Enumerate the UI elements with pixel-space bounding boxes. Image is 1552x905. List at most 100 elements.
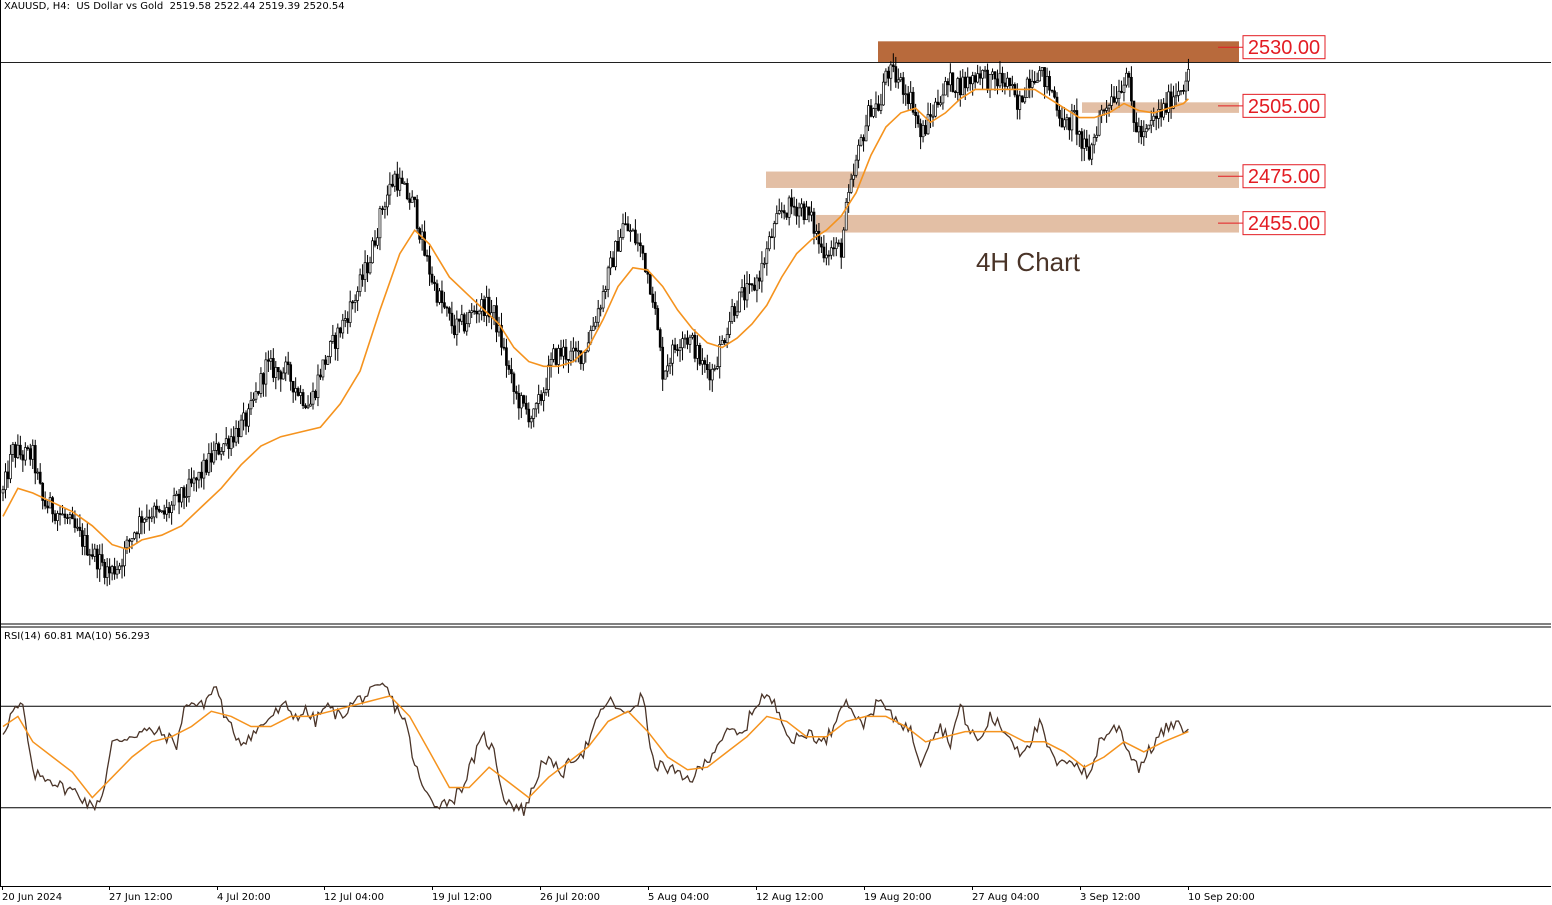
candle-298 [740, 279, 744, 298]
candle-378 [939, 96, 942, 107]
level-label-0: 2530.00 [1248, 37, 1320, 59]
candle-293 [728, 311, 731, 339]
candle-187 [465, 312, 469, 336]
candle-223 [554, 347, 558, 367]
candle-375 [931, 104, 935, 127]
candle-428 [1063, 107, 1066, 131]
candle-395 [981, 69, 984, 90]
candle-121 [301, 388, 305, 410]
candle-352 [874, 91, 878, 119]
price-series [1, 53, 1190, 587]
level-zones [766, 41, 1239, 233]
candle-225 [559, 339, 563, 360]
candle-133 [331, 324, 335, 344]
candle-269 [668, 357, 672, 375]
candle-220 [547, 355, 550, 397]
candle-284 [705, 354, 709, 379]
candle-216 [537, 384, 541, 414]
candle-240 [596, 299, 600, 330]
candle-455 [1130, 66, 1133, 106]
candle-291 [723, 338, 727, 346]
candle-209 [519, 392, 523, 419]
candle-65 [162, 504, 166, 519]
candle-348 [864, 114, 868, 142]
candle-20 [51, 495, 54, 523]
candle-107 [267, 350, 270, 373]
candle-355 [882, 73, 885, 106]
candle-271 [673, 337, 677, 354]
candle-221 [549, 352, 553, 378]
candle-215 [534, 402, 538, 418]
candle-437 [1085, 129, 1089, 152]
chart-title: XAUUSD, H4: US Dollar vs Gold 2519.58 25… [4, 1, 345, 12]
candle-349 [867, 100, 870, 132]
candle-248 [616, 229, 620, 252]
candle-366 [909, 81, 913, 111]
candle-322 [800, 198, 803, 217]
candle-456 [1132, 100, 1136, 132]
candle-56 [140, 510, 144, 535]
candle-411 [1020, 95, 1024, 103]
candle-106 [264, 352, 268, 397]
candle-16 [41, 482, 45, 510]
candle-261 [648, 273, 652, 295]
candle-13 [33, 439, 37, 485]
candle-28 [71, 506, 74, 520]
candle-130 [324, 354, 327, 370]
candle-190 [472, 305, 476, 315]
candle-43 [108, 558, 111, 585]
candle-151 [376, 228, 379, 250]
candle-339 [842, 227, 846, 258]
x-tick-label-2: 4 Jul 20:00 [217, 892, 271, 903]
candle-118 [294, 377, 297, 401]
candle-278 [691, 332, 694, 340]
candle-436 [1082, 129, 1086, 161]
candle-377 [936, 89, 940, 108]
candle-316 [785, 212, 789, 220]
candle-431 [1070, 103, 1074, 142]
candle-27 [68, 512, 72, 525]
candle-381 [946, 78, 950, 98]
candle-48 [120, 558, 124, 579]
candle-424 [1053, 86, 1056, 99]
candle-123 [306, 395, 310, 410]
candle-188 [467, 309, 471, 328]
candle-131 [326, 355, 330, 365]
candle-283 [703, 357, 707, 373]
candle-99 [247, 403, 250, 433]
candle-474 [1177, 81, 1180, 102]
candle-183 [455, 310, 459, 346]
candle-203 [505, 338, 508, 378]
candle-17 [43, 491, 47, 510]
level-label-3: 2455.00 [1248, 213, 1320, 235]
candle-74 [185, 484, 188, 507]
level-zone-1 [1082, 102, 1239, 113]
candle-5 [14, 441, 17, 468]
rsi-title: RSI(14) 60.81 MA(10) 56.293 [4, 631, 150, 642]
candle-150 [373, 230, 377, 248]
candle-478 [1187, 58, 1190, 92]
x-tick-label-1: 27 Jun 12:00 [109, 892, 173, 903]
candle-401 [996, 69, 999, 95]
candle-344 [854, 154, 858, 178]
candle-275 [683, 334, 687, 349]
candle-280 [696, 335, 699, 371]
candle-370 [919, 118, 922, 150]
candle-449 [1115, 86, 1118, 105]
candle-3 [9, 444, 12, 484]
candle-430 [1068, 117, 1071, 140]
candle-85 [212, 441, 216, 465]
candle-296 [735, 300, 739, 319]
candle-35 [88, 548, 92, 566]
candle-407 [1011, 75, 1014, 89]
candle-320 [795, 198, 798, 225]
candle-82 [205, 458, 208, 476]
candle-415 [1030, 69, 1034, 98]
candle-8 [21, 450, 25, 472]
candle-96 [239, 414, 243, 438]
candle-463 [1149, 110, 1153, 134]
candle-147 [366, 255, 369, 283]
candle-95 [237, 420, 240, 444]
candle-467 [1159, 99, 1163, 127]
candle-458 [1137, 117, 1141, 143]
